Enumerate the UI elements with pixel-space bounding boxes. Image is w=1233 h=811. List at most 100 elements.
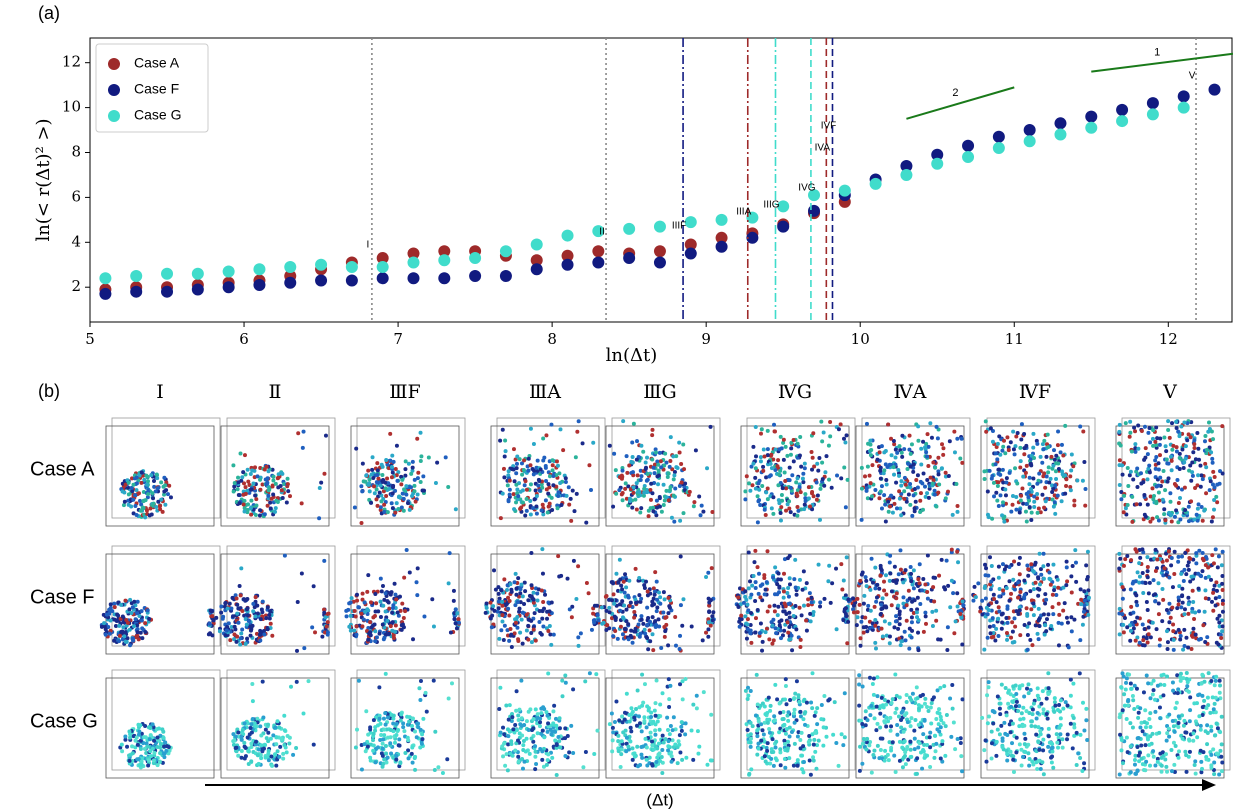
particle — [1129, 605, 1133, 609]
particle — [405, 715, 409, 719]
particle — [270, 764, 274, 768]
particle — [745, 603, 749, 607]
particle — [145, 508, 149, 512]
data-point — [469, 252, 481, 264]
particle — [827, 444, 831, 448]
particle — [279, 484, 283, 488]
particle — [574, 597, 578, 601]
particle — [385, 619, 389, 623]
particle — [637, 490, 641, 494]
particle — [811, 431, 815, 435]
particle — [355, 728, 359, 732]
particle — [221, 617, 225, 621]
particle — [390, 465, 394, 469]
particle — [650, 433, 654, 437]
particle — [672, 473, 676, 477]
particle — [920, 588, 924, 592]
particle — [682, 467, 686, 471]
particle — [910, 514, 914, 518]
particle — [397, 737, 401, 741]
particle — [663, 629, 667, 633]
particle — [515, 615, 519, 619]
particle — [281, 757, 285, 761]
particle — [869, 453, 873, 457]
particle — [320, 635, 324, 639]
particle — [1038, 582, 1042, 586]
data-point — [253, 263, 265, 275]
particle — [1026, 574, 1030, 578]
particle — [622, 580, 626, 584]
particle — [532, 472, 536, 476]
particle — [1056, 494, 1060, 498]
particle — [898, 497, 902, 501]
particle — [866, 465, 870, 469]
particle — [947, 474, 951, 478]
particle — [408, 571, 412, 575]
particle — [825, 454, 829, 458]
particle — [370, 468, 374, 472]
particle — [264, 616, 268, 620]
particle — [520, 473, 524, 477]
particle — [659, 646, 663, 650]
particle — [1060, 622, 1064, 626]
particle — [801, 588, 805, 592]
particle — [909, 572, 913, 576]
particle — [1146, 608, 1150, 612]
particle — [136, 743, 140, 747]
particle — [240, 609, 244, 613]
particle — [162, 736, 166, 740]
particle — [1162, 507, 1166, 511]
particle — [245, 623, 249, 627]
particle — [1182, 612, 1186, 616]
particle — [548, 632, 552, 636]
y-tick-label: 4 — [71, 232, 81, 250]
particle — [369, 501, 373, 505]
particle — [768, 604, 772, 608]
particle — [743, 589, 747, 593]
particle — [771, 512, 775, 516]
particle — [538, 720, 542, 724]
particle — [777, 590, 781, 594]
particle — [548, 474, 552, 478]
particle — [522, 458, 526, 462]
particle — [1144, 581, 1148, 585]
particle — [771, 624, 775, 628]
particle — [591, 612, 595, 616]
particle — [986, 636, 990, 640]
particle — [799, 465, 803, 469]
particle — [888, 641, 892, 645]
particle — [556, 494, 560, 498]
particle — [159, 742, 163, 746]
particle — [1070, 629, 1074, 633]
particle — [1183, 607, 1187, 611]
particle — [745, 637, 749, 641]
particle — [1052, 448, 1056, 452]
particle — [1069, 488, 1073, 492]
particle — [1117, 552, 1121, 556]
particle — [681, 443, 685, 447]
particle — [624, 585, 628, 589]
particle — [954, 619, 958, 623]
particle — [1213, 475, 1217, 479]
particle — [879, 612, 883, 616]
particle — [162, 490, 166, 494]
particle — [930, 610, 934, 614]
particle — [253, 614, 257, 618]
particle — [372, 732, 376, 736]
particle — [397, 495, 401, 499]
particle — [119, 630, 123, 634]
particle — [371, 749, 375, 753]
particle — [795, 505, 799, 509]
particle — [889, 494, 893, 498]
particle — [1122, 494, 1126, 498]
particle — [907, 493, 911, 497]
particle — [391, 506, 395, 510]
x-tick-label: 12 — [1159, 330, 1178, 348]
particle — [552, 633, 556, 637]
particle — [1182, 568, 1186, 572]
particle — [1133, 442, 1137, 446]
particle — [276, 476, 280, 480]
particle — [668, 465, 672, 469]
particle — [1054, 477, 1058, 481]
particle — [542, 735, 546, 739]
